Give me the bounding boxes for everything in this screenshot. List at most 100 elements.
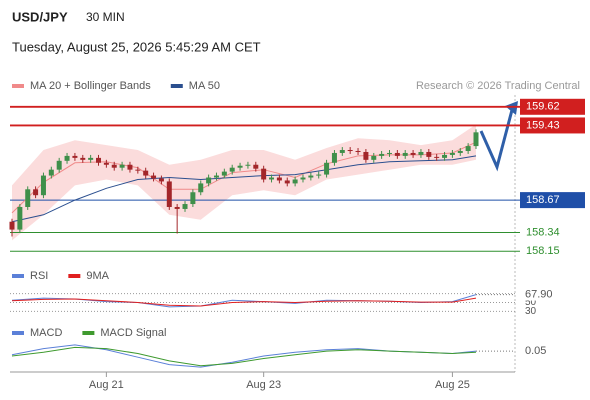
candle-body	[25, 189, 31, 207]
indicator-line	[11, 297, 477, 307]
level-box	[520, 117, 585, 134]
level-label: 159.62	[526, 101, 560, 113]
candle-body	[316, 174, 322, 176]
candle-body	[182, 204, 188, 209]
legend-label: RSI	[30, 270, 48, 282]
source: Research © 2026 Trading Central	[416, 80, 580, 92]
candle-body	[56, 160, 62, 170]
candle-body	[339, 150, 345, 153]
current-label: 67.90	[525, 288, 553, 300]
candle-body	[166, 181, 172, 207]
candle-body	[190, 192, 196, 205]
candle-body	[465, 146, 471, 151]
candle-body	[143, 170, 149, 176]
candle-body	[269, 177, 275, 180]
candle-body	[72, 155, 78, 158]
legend-swatch	[170, 84, 183, 88]
candle-body	[457, 150, 463, 153]
candle-body	[426, 151, 432, 157]
legend-label: MACD	[30, 327, 62, 339]
candle-body	[363, 151, 369, 160]
candle-body	[213, 175, 219, 178]
legend-swatch	[82, 331, 95, 335]
candle-body	[292, 179, 298, 184]
candle-body	[394, 152, 400, 156]
candle-body	[449, 152, 455, 155]
candle-body	[300, 177, 306, 180]
candle-body	[308, 175, 314, 178]
candle-body	[64, 155, 70, 161]
candle-body	[237, 165, 243, 168]
candle-body	[261, 168, 267, 180]
level-label: 159.43	[526, 119, 560, 131]
candle-body	[324, 162, 330, 175]
candle-body	[198, 183, 204, 193]
candle-body	[158, 178, 164, 182]
interval: 30 MIN	[86, 10, 125, 24]
x-tick-label: Aug 23	[246, 379, 281, 391]
bollinger-band	[12, 124, 476, 241]
arrow-head	[505, 101, 518, 115]
candle-body	[276, 177, 282, 181]
level-label: 158.15	[526, 245, 560, 257]
level-box	[520, 98, 585, 115]
y-tick-label: 30	[525, 306, 537, 317]
candle-body	[355, 150, 361, 152]
candle-body	[442, 154, 448, 158]
symbol: USD/JPY	[12, 9, 68, 24]
current-bg	[520, 345, 560, 358]
candle-body	[418, 151, 424, 155]
candle-body	[284, 180, 290, 184]
candle-body	[127, 164, 133, 170]
legend-label: 9MA	[86, 270, 109, 282]
candle-body	[386, 152, 392, 154]
candle-body	[96, 157, 102, 163]
candle-body	[229, 167, 235, 172]
legend-swatch	[12, 274, 24, 278]
candle-body	[48, 169, 54, 176]
x-tick-label: Aug 25	[435, 379, 470, 391]
candle-body	[410, 152, 416, 155]
candle-body	[40, 175, 46, 196]
indicator-line	[11, 294, 477, 308]
candle-body	[206, 177, 212, 184]
overlay-line	[11, 155, 477, 223]
candle-body	[80, 157, 86, 160]
level-box	[520, 192, 585, 209]
legend-swatch	[68, 274, 81, 278]
candle-body	[221, 171, 227, 176]
candle-body	[135, 169, 141, 171]
candle-body	[402, 152, 408, 156]
legend-swatch	[12, 84, 24, 88]
candle-body	[151, 175, 157, 179]
x-tick-label: Aug 21	[89, 379, 124, 391]
indicator-line	[11, 344, 477, 368]
projection-arrow	[479, 109, 514, 172]
candle-body	[111, 164, 117, 168]
current-bg	[520, 288, 560, 301]
legend-label: MACD Signal	[100, 327, 166, 339]
candle-body	[347, 150, 353, 152]
candle-body	[331, 152, 337, 163]
level-label: 158.34	[526, 226, 560, 238]
legend-swatch	[12, 331, 24, 335]
candle-body	[17, 206, 23, 230]
level-label: 158.67	[526, 194, 560, 206]
candle-body	[33, 189, 39, 196]
candle-body	[103, 162, 109, 165]
indicator-line	[11, 346, 477, 367]
timestamp: Tuesday, August 25, 2026 5:45:29 AM CET	[12, 39, 261, 54]
candle-body	[253, 164, 259, 169]
candle-body	[434, 156, 440, 158]
candle-body	[174, 206, 180, 209]
candle-body	[371, 155, 377, 160]
legend-label: MA 50	[189, 80, 220, 92]
candle-body	[88, 157, 94, 160]
candle-body	[119, 164, 125, 168]
current-label: 0.05	[525, 345, 546, 357]
candle-body	[9, 221, 15, 230]
y-tick-label: 50	[525, 297, 537, 308]
legend-label: MA 20 + Bollinger Bands	[30, 80, 151, 92]
candle-body	[245, 164, 251, 166]
